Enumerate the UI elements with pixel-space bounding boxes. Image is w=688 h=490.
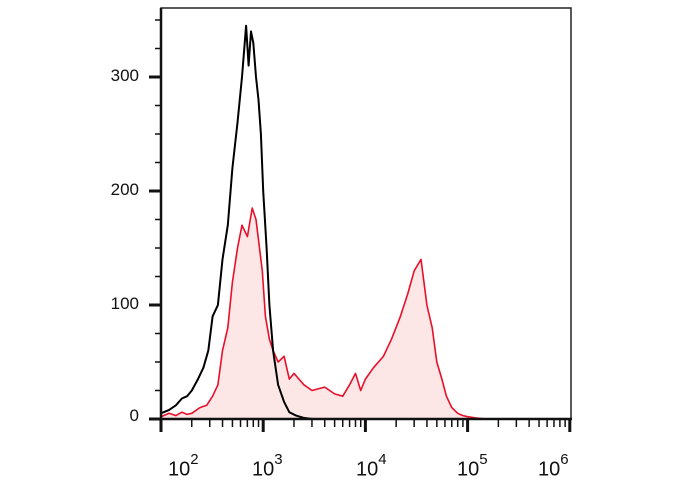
y-axis (149, 8, 163, 421)
control-histogram (160, 24, 570, 420)
stained-line (160, 207, 570, 420)
x-tick-label: 102 (168, 451, 199, 481)
x-tick-label: 105 (457, 451, 488, 481)
y-tick-label: 100 (110, 294, 139, 313)
x-tick-label: 106 (538, 451, 569, 481)
x-tick-label: 103 (252, 451, 283, 481)
y-tick-label: 0 (129, 406, 139, 425)
x-tick-label: 104 (356, 451, 387, 481)
x-axis (149, 417, 572, 432)
stained-histogram (160, 207, 570, 420)
stained-fill (161, 208, 570, 419)
y-tick-label: 300 (110, 66, 139, 85)
y-tick-label: 200 (110, 180, 139, 199)
control-line (160, 24, 570, 420)
